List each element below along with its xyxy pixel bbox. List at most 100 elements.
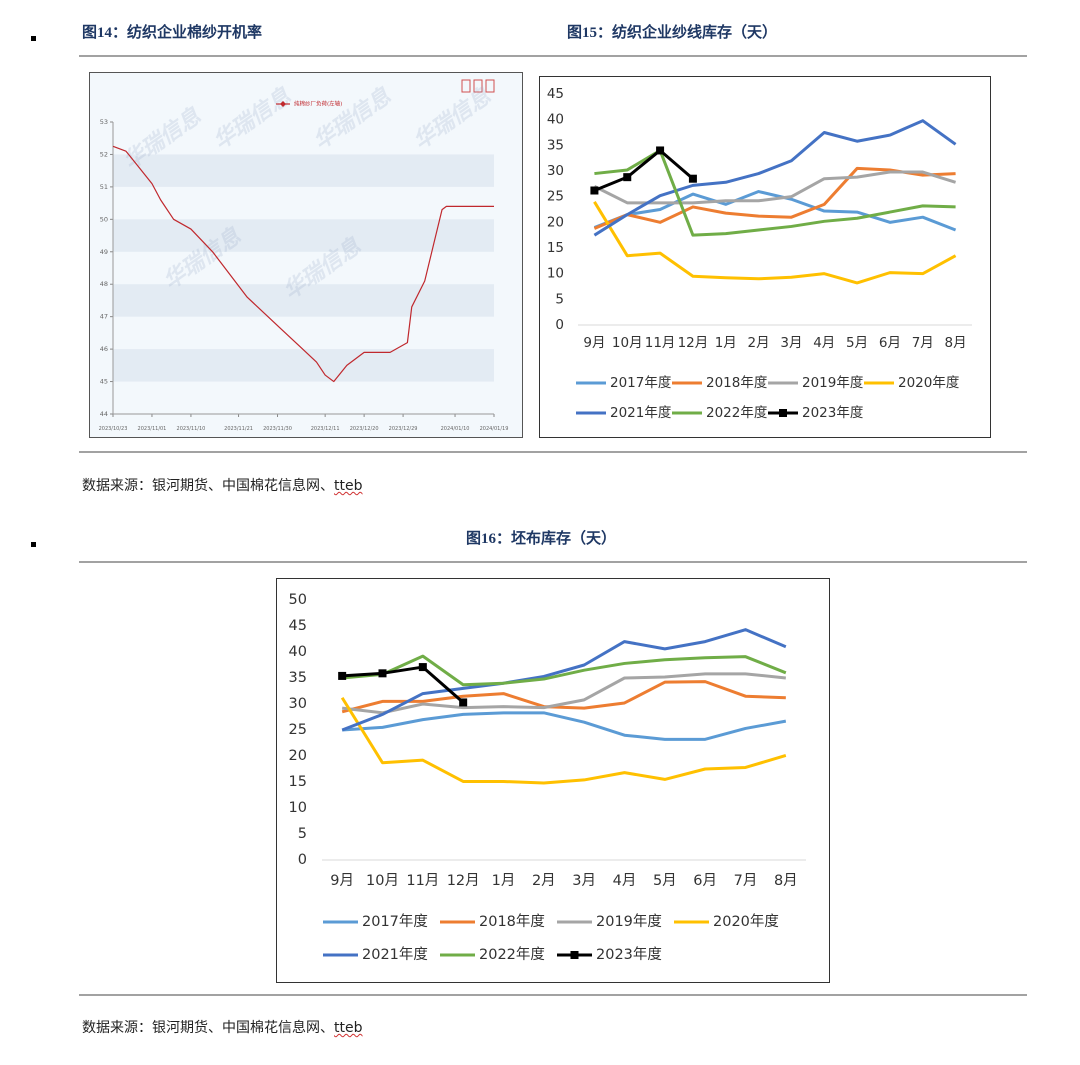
legend-label: 2023年度 <box>596 946 662 963</box>
x-tick-label: 2024/01/10 <box>441 426 470 432</box>
y-tick-label: 35 <box>547 137 564 153</box>
y-tick-label: 40 <box>289 644 307 660</box>
legend-label: 2018年度 <box>479 913 545 930</box>
y-tick-label: 20 <box>289 748 307 764</box>
y-tick-label: 46 <box>100 345 108 353</box>
y-tick-label: 5 <box>555 291 564 307</box>
y-tick-label: 40 <box>547 112 564 128</box>
x-tick-label: 9月 <box>583 335 605 351</box>
y-tick-label: 50 <box>289 592 307 608</box>
figure-caption: 图15：纺织企业纱线库存（天） <box>567 25 778 41</box>
y-tick-label: 20 <box>547 214 564 230</box>
y-tick-label: 50 <box>100 215 108 223</box>
y-tick-label: 5 <box>298 826 307 842</box>
x-tick-label: 10月 <box>612 335 643 351</box>
y-tick-label: 53 <box>100 118 108 126</box>
x-tick-label: 12月 <box>447 873 480 889</box>
chart-frame <box>276 578 830 983</box>
x-tick-label: 3月 <box>572 873 596 889</box>
legend-label: 2017年度 <box>610 375 671 391</box>
y-tick-label: 10 <box>547 266 564 282</box>
bullet <box>31 36 36 41</box>
x-tick-label: 10月 <box>366 873 399 889</box>
grid-band <box>113 154 494 187</box>
figure-caption: 图16：坯布库存（天） <box>466 531 617 547</box>
source-note: 数据来源：银河期货、中国棉花信息网、tteb <box>82 1017 362 1037</box>
x-tick-label: 1月 <box>492 873 516 889</box>
y-tick-label: 15 <box>289 774 307 790</box>
series-line <box>342 711 787 741</box>
y-tick-label: 10 <box>289 800 307 816</box>
x-tick-label: 4月 <box>813 335 835 351</box>
marker <box>570 951 579 959</box>
y-tick-label: 25 <box>289 722 307 738</box>
y-tick-label: 25 <box>547 189 564 205</box>
chart-frame <box>539 76 991 438</box>
marker <box>779 409 787 417</box>
grid-band <box>113 219 494 252</box>
series-line <box>593 190 957 232</box>
legend-label: 2019年度 <box>596 913 662 930</box>
marker <box>418 663 427 672</box>
grid-band <box>113 284 494 317</box>
series-line <box>340 696 787 785</box>
source-text: 数据来源：银河期货、中国棉花信息网、 <box>82 1020 334 1036</box>
grid-band <box>113 349 494 382</box>
y-tick-label: 45 <box>547 86 564 102</box>
marker <box>623 173 632 182</box>
marker <box>656 146 665 155</box>
series-line <box>342 654 787 687</box>
y-tick-label: 47 <box>100 313 108 321</box>
x-tick-label: 2023/10/23 <box>99 426 128 432</box>
marker <box>280 101 286 107</box>
x-tick-label: 11月 <box>645 335 676 351</box>
y-tick-label: 52 <box>100 150 108 158</box>
y-tick-label: 0 <box>298 852 307 868</box>
series-line <box>112 145 494 383</box>
x-tick-label: 4月 <box>613 873 637 889</box>
x-tick-label: 2023/11/01 <box>138 426 167 432</box>
x-tick-label: 1月 <box>715 335 737 351</box>
legend-label: 2021年度 <box>362 946 428 963</box>
x-tick-label: 9月 <box>330 873 354 889</box>
y-tick-label: 15 <box>547 240 564 256</box>
legend-label: 2022年度 <box>706 405 767 421</box>
x-tick-label: 2023/11/30 <box>263 426 292 432</box>
series-line <box>593 119 957 237</box>
marker <box>459 698 468 707</box>
x-tick-label: 2月 <box>748 335 770 351</box>
x-tick-label: 2023/12/11 <box>311 426 340 432</box>
source-note: 数据来源：银河期货、中国棉花信息网、tteb <box>82 475 362 495</box>
x-tick-label: 2023/12/29 <box>389 426 418 432</box>
marker <box>688 174 697 183</box>
x-tick-label: 11月 <box>406 873 439 889</box>
y-tick-label: 51 <box>100 183 108 191</box>
legend-label: 2021年度 <box>610 405 671 421</box>
x-tick-label: 2月 <box>532 873 556 889</box>
x-tick-label: 7月 <box>734 873 758 889</box>
series-line <box>342 665 465 704</box>
y-tick-label: 35 <box>289 670 307 686</box>
legend-label: 2022年度 <box>479 946 545 963</box>
source-link: tteb <box>334 478 363 494</box>
series-line <box>593 170 957 205</box>
source-link: tteb <box>334 1020 363 1036</box>
y-tick-label: 45 <box>289 618 307 634</box>
y-tick-label: 44 <box>100 410 108 418</box>
y-tick-label: 49 <box>100 248 108 256</box>
bullet <box>31 542 36 547</box>
y-tick-label: 30 <box>547 163 564 179</box>
x-tick-label: 2023/11/10 <box>177 426 206 432</box>
x-tick-label: 7月 <box>912 335 934 351</box>
legend-label: 2023年度 <box>802 405 863 421</box>
x-tick-label: 5月 <box>846 335 868 351</box>
toolbar-icons <box>461 79 495 93</box>
marker <box>378 669 387 678</box>
series-line <box>341 672 786 715</box>
legend-label: 2020年度 <box>713 913 779 930</box>
legend-label: 2019年度 <box>802 375 863 391</box>
legend-label: 2020年度 <box>898 375 959 391</box>
x-tick-label: 12月 <box>678 335 709 351</box>
